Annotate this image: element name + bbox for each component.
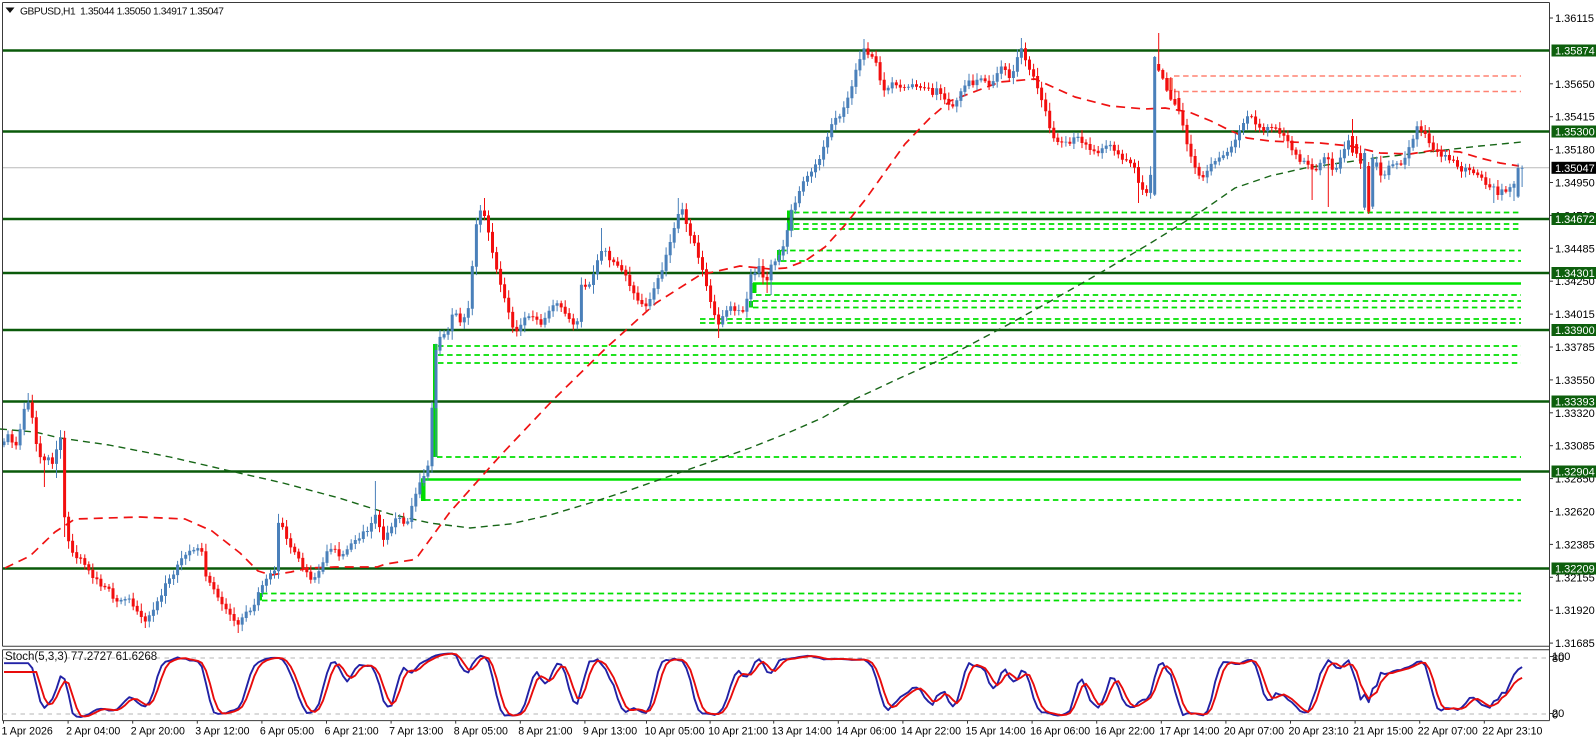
svg-text:1.34301: 1.34301	[1555, 268, 1595, 280]
svg-text:1.34250: 1.34250	[1555, 276, 1595, 288]
svg-text:8 Apr 05:00: 8 Apr 05:00	[454, 726, 508, 738]
svg-text:1.33320: 1.33320	[1555, 408, 1595, 420]
svg-text:6 Apr 05:00: 6 Apr 05:00	[260, 726, 314, 738]
svg-text:20 Apr 23:10: 20 Apr 23:10	[1289, 726, 1349, 738]
svg-text:14 Apr 22:00: 14 Apr 22:00	[901, 726, 961, 738]
svg-text:GBPUSD,H1 1.35044 1.35050 1.3: GBPUSD,H1 1.35044 1.35050 1.34917 1.3504…	[20, 7, 224, 18]
svg-text:15 Apr 14:00: 15 Apr 14:00	[966, 726, 1026, 738]
svg-text:1.35415: 1.35415	[1555, 112, 1595, 124]
svg-text:1.34485: 1.34485	[1555, 243, 1595, 255]
svg-text:80: 80	[1552, 653, 1564, 665]
svg-text:0: 0	[1552, 710, 1558, 722]
svg-text:1.31685: 1.31685	[1555, 638, 1595, 650]
svg-text:10 Apr 05:00: 10 Apr 05:00	[645, 726, 705, 738]
svg-text:16 Apr 22:00: 16 Apr 22:00	[1095, 726, 1155, 738]
svg-text:8 Apr 21:00: 8 Apr 21:00	[518, 726, 572, 738]
svg-text:22 Apr 23:10: 22 Apr 23:10	[1482, 726, 1542, 738]
svg-text:2 Apr 20:00: 2 Apr 20:00	[131, 726, 185, 738]
svg-text:1.36115: 1.36115	[1555, 13, 1594, 25]
svg-text:1.32620: 1.32620	[1555, 507, 1595, 519]
svg-text:20: 20	[1552, 708, 1564, 720]
svg-text:1.33900: 1.33900	[1555, 325, 1595, 337]
svg-text:16 Apr 06:00: 16 Apr 06:00	[1030, 726, 1090, 738]
svg-text:1.32904: 1.32904	[1555, 467, 1595, 479]
svg-text:13 Apr 14:00: 13 Apr 14:00	[772, 726, 832, 738]
svg-text:2 Apr 04:00: 2 Apr 04:00	[66, 726, 120, 738]
svg-text:1 Apr 2026: 1 Apr 2026	[2, 726, 53, 738]
svg-text:21 Apr 15:00: 21 Apr 15:00	[1353, 726, 1413, 738]
svg-text:17 Apr 14:00: 17 Apr 14:00	[1159, 726, 1219, 738]
svg-text:1.32385: 1.32385	[1555, 539, 1595, 551]
svg-text:1.35180: 1.35180	[1555, 145, 1595, 157]
svg-text:1.33393: 1.33393	[1555, 397, 1595, 409]
svg-text:1.31920: 1.31920	[1555, 605, 1595, 617]
svg-text:1.35650: 1.35650	[1555, 79, 1595, 91]
svg-text:20 Apr 07:00: 20 Apr 07:00	[1224, 726, 1284, 738]
svg-text:1.32155: 1.32155	[1555, 572, 1595, 584]
svg-text:22 Apr 07:00: 22 Apr 07:00	[1418, 726, 1478, 738]
svg-text:1.34015: 1.34015	[1555, 309, 1595, 321]
svg-text:1.35047: 1.35047	[1555, 163, 1595, 175]
svg-text:1.35300: 1.35300	[1555, 127, 1595, 139]
svg-text:100: 100	[1552, 651, 1570, 663]
svg-text:1.32209: 1.32209	[1555, 564, 1595, 576]
svg-text:Stoch(5,3,3) 77.2727 61.6268: Stoch(5,3,3) 77.2727 61.6268	[5, 651, 157, 663]
svg-text:14 Apr 06:00: 14 Apr 06:00	[836, 726, 896, 738]
svg-text:9 Apr 13:00: 9 Apr 13:00	[583, 726, 637, 738]
svg-text:6 Apr 21:00: 6 Apr 21:00	[325, 726, 379, 738]
svg-text:3 Apr 12:00: 3 Apr 12:00	[195, 726, 249, 738]
svg-text:1.35874: 1.35874	[1555, 46, 1595, 58]
svg-text:1.33085: 1.33085	[1555, 441, 1595, 453]
svg-text:1.33785: 1.33785	[1555, 342, 1595, 354]
svg-text:1.34672: 1.34672	[1555, 214, 1595, 226]
svg-text:1.34950: 1.34950	[1555, 178, 1595, 190]
svg-text:1.33550: 1.33550	[1555, 375, 1595, 387]
svg-text:10 Apr 21:00: 10 Apr 21:00	[708, 726, 768, 738]
svg-text:7 Apr 13:00: 7 Apr 13:00	[389, 726, 443, 738]
